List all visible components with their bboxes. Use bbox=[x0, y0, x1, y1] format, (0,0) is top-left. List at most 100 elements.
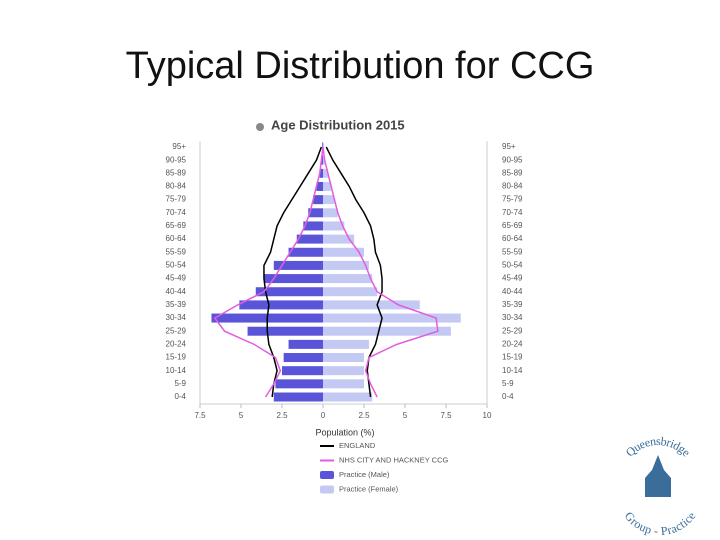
bar bbox=[316, 181, 323, 191]
y-tick-label: 40-44 bbox=[166, 287, 187, 296]
y-tick-label: 5-9 bbox=[174, 379, 186, 388]
x-tick-label: 2.5 bbox=[276, 411, 288, 420]
bar bbox=[263, 274, 323, 284]
y-tick-label: 90-95 bbox=[166, 155, 187, 164]
y-tick-label: 20-24 bbox=[166, 339, 187, 348]
bar bbox=[288, 247, 323, 257]
legend-label: Practice (Male) bbox=[339, 470, 390, 479]
y-tick-label: 15-19 bbox=[502, 353, 523, 362]
line bbox=[213, 146, 324, 398]
y-tick-label: 55-59 bbox=[166, 247, 187, 256]
bar bbox=[323, 234, 355, 244]
legend-swatch bbox=[320, 471, 334, 479]
x-tick-label: 7.5 bbox=[194, 411, 206, 420]
y-tick-label: 65-69 bbox=[502, 221, 523, 230]
y-tick-label: 80-84 bbox=[502, 182, 523, 191]
bar bbox=[323, 274, 373, 284]
y-tick-label: 85-89 bbox=[166, 168, 187, 177]
x-tick-label: 5 bbox=[239, 411, 244, 420]
y-tick-label: 25-29 bbox=[502, 326, 523, 335]
bar bbox=[273, 260, 323, 270]
x-tick-label: 10 bbox=[483, 411, 492, 420]
y-tick-label: 45-49 bbox=[502, 274, 523, 283]
y-tick-label: 60-64 bbox=[166, 234, 187, 243]
y-tick-label: 95+ bbox=[502, 142, 516, 151]
legend-swatch bbox=[320, 485, 334, 494]
y-tick-label: 75-79 bbox=[502, 195, 523, 204]
logo-building bbox=[645, 455, 671, 497]
bar bbox=[308, 208, 323, 218]
y-tick-label: 55-59 bbox=[502, 247, 523, 256]
bar bbox=[323, 247, 364, 257]
bar bbox=[323, 300, 420, 310]
y-tick-label: 25-29 bbox=[166, 326, 187, 335]
bar bbox=[323, 366, 364, 376]
y-tick-label: 5-9 bbox=[502, 379, 514, 388]
bar bbox=[283, 353, 323, 363]
logo: Queensbridge Group - Practice bbox=[622, 434, 698, 538]
bar bbox=[296, 234, 323, 244]
y-tick-label: 80-84 bbox=[166, 182, 187, 191]
y-tick-label: 10-14 bbox=[166, 366, 187, 375]
y-tick-label: 40-44 bbox=[502, 287, 523, 296]
bar bbox=[288, 339, 323, 349]
y-tick-label: 85-89 bbox=[502, 168, 523, 177]
bar bbox=[255, 287, 323, 297]
chart-title: Age Distribution 2015 bbox=[271, 117, 405, 132]
y-tick-label: 20-24 bbox=[502, 339, 523, 348]
bar bbox=[319, 168, 323, 178]
bar bbox=[323, 287, 378, 297]
bar bbox=[323, 195, 335, 205]
bar bbox=[323, 353, 364, 363]
bar bbox=[275, 379, 323, 389]
line bbox=[325, 146, 383, 398]
y-tick-label: 35-39 bbox=[166, 300, 187, 309]
bar bbox=[323, 392, 373, 402]
y-tick-label: 0-4 bbox=[502, 392, 514, 401]
y-tick-label: 0-4 bbox=[174, 392, 186, 401]
x-tick-label: 5 bbox=[403, 411, 408, 420]
bar bbox=[323, 208, 338, 218]
bar bbox=[303, 221, 323, 231]
logo-bottom-text: Group - Practice bbox=[622, 509, 698, 538]
x-tick-label: 7.5 bbox=[440, 411, 452, 420]
y-tick-label: 75-79 bbox=[166, 195, 187, 204]
bar bbox=[239, 300, 323, 310]
legend-label: NHS CITY AND HACKNEY CCG bbox=[339, 455, 448, 464]
y-tick-label: 90-95 bbox=[502, 155, 523, 164]
y-tick-label: 45-49 bbox=[166, 274, 187, 283]
legend-label: ENGLAND bbox=[339, 441, 376, 450]
y-tick-label: 70-74 bbox=[502, 208, 523, 217]
y-tick-label: 30-34 bbox=[502, 313, 523, 322]
bar bbox=[323, 326, 451, 336]
y-tick-label: 10-14 bbox=[502, 366, 523, 375]
y-tick-label: 50-54 bbox=[502, 261, 523, 270]
y-tick-label: 35-39 bbox=[502, 300, 523, 309]
legend-label: Practice (Female) bbox=[339, 484, 399, 493]
bar bbox=[282, 366, 323, 376]
x-axis-label: Population (%) bbox=[315, 427, 374, 437]
slide-title: Typical Distribution for CCG bbox=[126, 45, 595, 87]
x-tick-label: 2.5 bbox=[358, 411, 370, 420]
bar bbox=[323, 181, 332, 191]
x-tick-label: 0 bbox=[321, 411, 326, 420]
y-tick-label: 30-34 bbox=[166, 313, 187, 322]
y-tick-label: 65-69 bbox=[166, 221, 187, 230]
bar bbox=[321, 155, 323, 165]
chart-icon bbox=[256, 123, 264, 131]
bar bbox=[323, 221, 345, 231]
bar bbox=[323, 379, 364, 389]
bar bbox=[323, 339, 369, 349]
bar bbox=[247, 326, 323, 336]
y-tick-label: 70-74 bbox=[166, 208, 187, 217]
line bbox=[322, 146, 439, 398]
y-tick-label: 50-54 bbox=[166, 261, 187, 270]
bar bbox=[313, 195, 323, 205]
y-tick-label: 95+ bbox=[172, 142, 186, 151]
y-tick-label: 15-19 bbox=[166, 353, 187, 362]
bar bbox=[323, 155, 325, 165]
bar bbox=[323, 168, 328, 178]
bar bbox=[323, 313, 461, 323]
bar bbox=[273, 392, 323, 402]
